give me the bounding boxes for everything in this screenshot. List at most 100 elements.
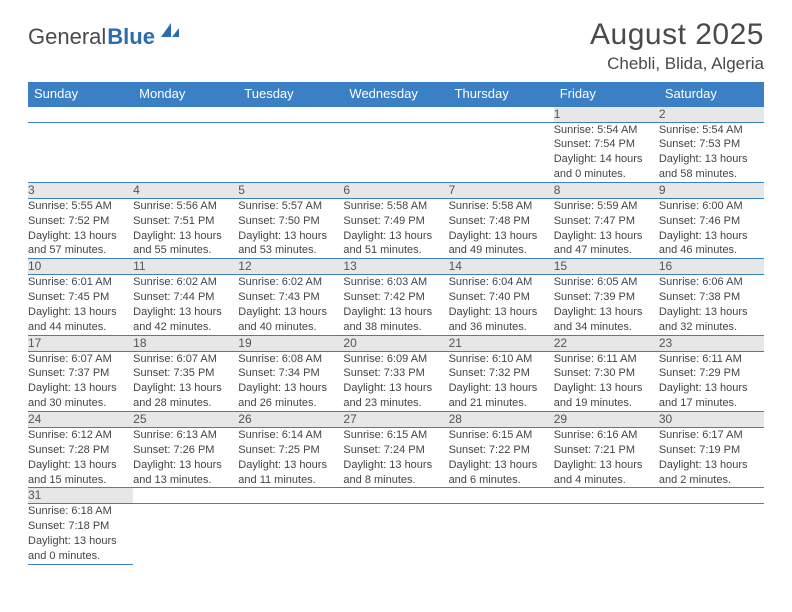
day-number-cell: 31 [28, 488, 133, 504]
day-info-cell: Sunrise: 6:12 AMSunset: 7:28 PMDaylight:… [28, 428, 133, 488]
day-number-cell: 12 [238, 259, 343, 275]
day-info-line: Sunset: 7:54 PM [554, 137, 659, 152]
day-info-row: Sunrise: 5:54 AMSunset: 7:54 PMDaylight:… [28, 122, 764, 182]
day-info-line: Daylight: 13 hours [238, 305, 343, 320]
day-info-cell: Sunrise: 6:11 AMSunset: 7:29 PMDaylight:… [659, 351, 764, 411]
day-info-line: Sunset: 7:26 PM [133, 443, 238, 458]
day-info-line: Daylight: 13 hours [28, 458, 133, 473]
day-info-line: Sunset: 7:35 PM [133, 366, 238, 381]
day-info-cell: Sunrise: 6:14 AMSunset: 7:25 PMDaylight:… [238, 428, 343, 488]
day-number-cell: 8 [554, 182, 659, 198]
day-info-line: and 26 minutes. [238, 396, 343, 411]
day-info-line: Sunrise: 6:06 AM [659, 275, 764, 290]
day-info-line: Sunset: 7:42 PM [343, 290, 448, 305]
day-info-line: Daylight: 13 hours [659, 458, 764, 473]
day-number-row: 12 [28, 106, 764, 122]
day-info-line: Sunset: 7:22 PM [449, 443, 554, 458]
day-info-line: Sunrise: 5:55 AM [28, 199, 133, 214]
day-info-line: Sunset: 7:32 PM [449, 366, 554, 381]
day-info-line: Sunset: 7:30 PM [554, 366, 659, 381]
day-number-cell: 20 [343, 335, 448, 351]
day-info-line: and 34 minutes. [554, 320, 659, 335]
day-info-line: Sunrise: 6:11 AM [554, 352, 659, 367]
day-number-cell: 22 [554, 335, 659, 351]
day-number-cell: 14 [449, 259, 554, 275]
day-info-line: and 46 minutes. [659, 243, 764, 258]
weekday-header: Thursday [449, 82, 554, 106]
day-info-row: Sunrise: 6:18 AMSunset: 7:18 PMDaylight:… [28, 504, 764, 564]
day-number-row: 3456789 [28, 182, 764, 198]
day-info-line: and 32 minutes. [659, 320, 764, 335]
day-info-line: Sunset: 7:49 PM [343, 214, 448, 229]
day-info-line: Sunset: 7:33 PM [343, 366, 448, 381]
title-block: August 2025 Chebli, Blida, Algeria [590, 18, 764, 74]
day-info-line: Sunrise: 5:58 AM [449, 199, 554, 214]
day-info-line: Daylight: 13 hours [28, 229, 133, 244]
day-info-line: and 49 minutes. [449, 243, 554, 258]
day-info-line: and 57 minutes. [28, 243, 133, 258]
day-info-line: Daylight: 13 hours [343, 305, 448, 320]
day-info-line: Sunset: 7:39 PM [554, 290, 659, 305]
day-info-line: Daylight: 13 hours [554, 381, 659, 396]
day-number-cell: 6 [343, 182, 448, 198]
day-info-line: Daylight: 13 hours [449, 229, 554, 244]
day-info-line: Sunset: 7:29 PM [659, 366, 764, 381]
day-info-cell: Sunrise: 6:08 AMSunset: 7:34 PMDaylight:… [238, 351, 343, 411]
day-info-cell: Sunrise: 6:13 AMSunset: 7:26 PMDaylight:… [133, 428, 238, 488]
day-info-line: Sunrise: 6:00 AM [659, 199, 764, 214]
day-info-line: and 40 minutes. [238, 320, 343, 335]
day-info-line: and 36 minutes. [449, 320, 554, 335]
day-info-line: Sunrise: 6:18 AM [28, 504, 133, 519]
day-info-line: and 38 minutes. [343, 320, 448, 335]
day-info-line: Sunset: 7:52 PM [28, 214, 133, 229]
day-info-line: Sunrise: 6:08 AM [238, 352, 343, 367]
day-info-cell: Sunrise: 6:00 AMSunset: 7:46 PMDaylight:… [659, 198, 764, 258]
logo-text-blue: Blue [107, 24, 155, 50]
day-info-line: and 21 minutes. [449, 396, 554, 411]
day-info-cell [133, 504, 238, 564]
day-info-line: and 15 minutes. [28, 473, 133, 488]
day-info-row: Sunrise: 6:01 AMSunset: 7:45 PMDaylight:… [28, 275, 764, 335]
calendar-table: SundayMondayTuesdayWednesdayThursdayFrid… [28, 82, 764, 565]
day-info-line: Sunset: 7:53 PM [659, 137, 764, 152]
day-number-cell: 7 [449, 182, 554, 198]
day-info-line: Sunrise: 6:07 AM [28, 352, 133, 367]
day-info-line: Daylight: 13 hours [343, 458, 448, 473]
day-info-line: Sunrise: 6:09 AM [343, 352, 448, 367]
day-number-row: 31 [28, 488, 764, 504]
day-info-line: Sunrise: 6:12 AM [28, 428, 133, 443]
day-info-line: Sunset: 7:28 PM [28, 443, 133, 458]
day-info-cell [238, 122, 343, 182]
day-info-line: Sunrise: 6:01 AM [28, 275, 133, 290]
day-info-line: Daylight: 13 hours [133, 458, 238, 473]
day-number-cell: 1 [554, 106, 659, 122]
day-number-row: 24252627282930 [28, 412, 764, 428]
day-info-line: Daylight: 13 hours [449, 381, 554, 396]
day-info-line: Sunrise: 6:15 AM [449, 428, 554, 443]
day-info-line: Sunset: 7:19 PM [659, 443, 764, 458]
day-info-line: and 28 minutes. [133, 396, 238, 411]
day-info-cell [133, 122, 238, 182]
day-info-line: Daylight: 13 hours [554, 229, 659, 244]
day-number-cell: 10 [28, 259, 133, 275]
day-number-cell: 16 [659, 259, 764, 275]
day-info-line: and 47 minutes. [554, 243, 659, 258]
day-info-line: Daylight: 13 hours [659, 381, 764, 396]
day-info-line: Sunrise: 5:59 AM [554, 199, 659, 214]
day-info-line: Sunrise: 5:56 AM [133, 199, 238, 214]
day-number-cell [449, 106, 554, 122]
day-info-cell: Sunrise: 6:16 AMSunset: 7:21 PMDaylight:… [554, 428, 659, 488]
day-info-cell: Sunrise: 6:07 AMSunset: 7:35 PMDaylight:… [133, 351, 238, 411]
day-number-cell: 4 [133, 182, 238, 198]
day-info-line: Daylight: 14 hours [554, 152, 659, 167]
day-info-line: Sunset: 7:43 PM [238, 290, 343, 305]
day-info-line: Sunrise: 6:04 AM [449, 275, 554, 290]
day-info-line: Sunset: 7:34 PM [238, 366, 343, 381]
day-info-line: and 51 minutes. [343, 243, 448, 258]
day-info-line: Sunrise: 6:17 AM [659, 428, 764, 443]
day-info-line: Daylight: 13 hours [449, 305, 554, 320]
day-number-cell: 26 [238, 412, 343, 428]
day-info-cell: Sunrise: 6:02 AMSunset: 7:43 PMDaylight:… [238, 275, 343, 335]
logo: General Blue [28, 18, 181, 50]
logo-sail-icon [159, 21, 181, 44]
